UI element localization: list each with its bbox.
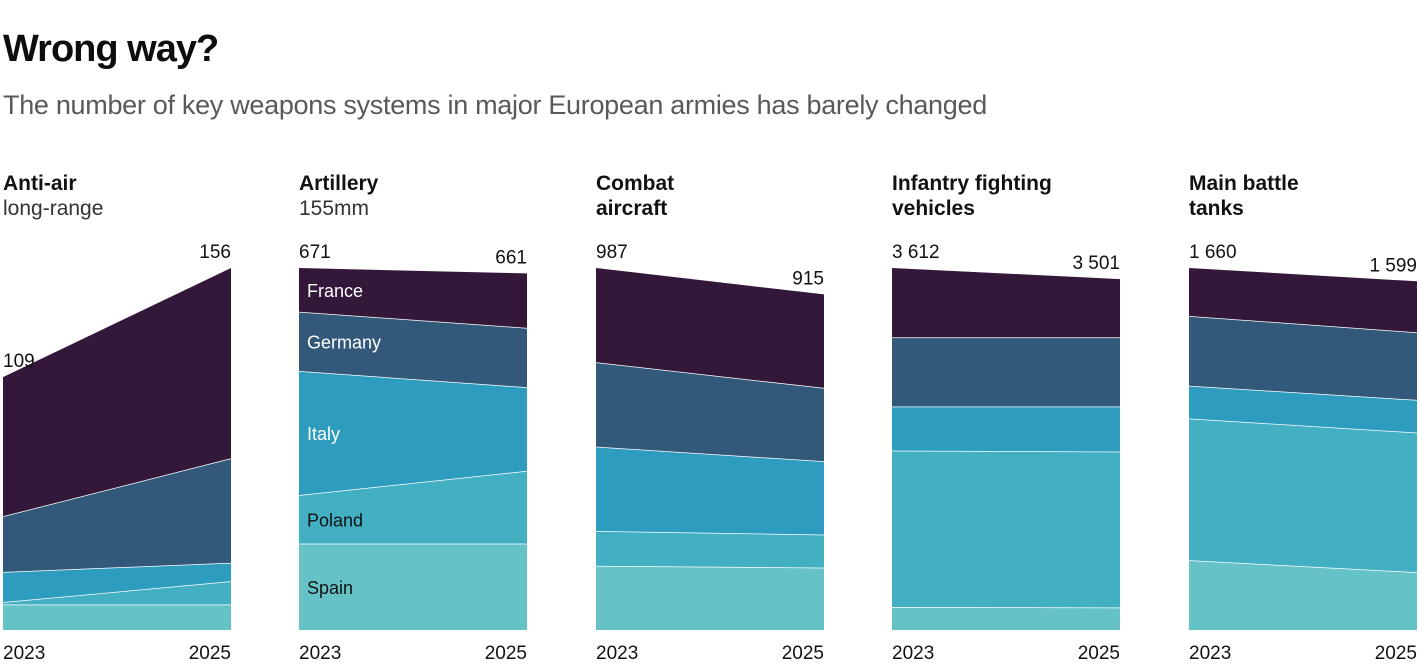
total-label-2023: 1 660 [1189, 242, 1237, 263]
total-label-2025: 661 [495, 247, 527, 268]
panel-header-artillery: Artillery 155mm [299, 171, 529, 221]
series-label-spain: Spain [307, 578, 353, 598]
total-label-2025: 3 501 [1072, 253, 1120, 274]
panel-subtitle: long-range [3, 197, 104, 220]
x-tick-label: 2023 [1189, 643, 1231, 664]
area-poland [892, 450, 1120, 608]
panel-4: 1 660 1 599 2023 2025 [1188, 242, 1418, 664]
x-tick-label: 2025 [1078, 643, 1120, 664]
area-italy [596, 446, 824, 535]
total-label-2025: 156 [199, 242, 231, 263]
area-germany [3, 458, 231, 572]
panel-title: Combat [596, 172, 675, 195]
total-label-2025: 1 599 [1369, 255, 1417, 276]
x-tick-label: 2023 [3, 643, 45, 664]
x-tick-label: 2025 [1375, 643, 1417, 664]
area-italy [1189, 385, 1417, 433]
area-germany [596, 362, 824, 462]
panel-title: Infantry fighting [892, 172, 1052, 195]
panel-header-infantry-fighting-vehicles: Infantry fighting vehicles [892, 171, 1122, 221]
area-spain [299, 543, 527, 630]
panel-2: 987 915 2023 2025 [595, 242, 825, 664]
panel-title-line2: tanks [1189, 197, 1244, 220]
area-france [596, 268, 824, 388]
panel-header-main-battle-tanks: Main battle tanks [1189, 171, 1419, 221]
chart-subtitle: The number of key weapons systems in maj… [3, 90, 987, 120]
area-germany [299, 311, 527, 388]
panel-0: 109 156 2023 2025 [2, 242, 232, 664]
area-poland [596, 530, 824, 568]
area-poland [1189, 418, 1417, 573]
x-tick-label: 2025 [485, 643, 527, 664]
total-label-2023: 3 612 [892, 242, 940, 263]
x-tick-label: 2025 [189, 643, 231, 664]
area-italy [892, 406, 1120, 452]
total-label-2023: 109 [3, 351, 35, 372]
panel-title-line2: vehicles [892, 197, 975, 220]
area-spain [1189, 560, 1417, 630]
total-label-2025: 915 [792, 268, 824, 289]
area-germany [1189, 315, 1417, 400]
panel-subtitle: 155mm [299, 197, 370, 220]
panel-title-line2: aircraft [596, 197, 668, 220]
area-france [1189, 268, 1417, 333]
area-spain [596, 565, 824, 630]
series-label-poland: Poland [307, 510, 363, 530]
x-tick-label: 2023 [596, 643, 638, 664]
area-spain [892, 606, 1120, 630]
series-label-france: France [307, 281, 363, 301]
panel-title: Main battle [1189, 172, 1299, 195]
series-label-italy: Italy [307, 424, 340, 444]
area-poland [299, 470, 527, 544]
panel-title: Anti-air [3, 172, 77, 195]
total-label-2023: 671 [299, 242, 331, 263]
series-label-germany: Germany [307, 332, 381, 352]
total-label-2023: 987 [596, 242, 628, 263]
area-france [3, 268, 231, 517]
area-france [299, 268, 527, 328]
panel-3: 3 612 3 501 2023 2025 [891, 242, 1121, 664]
panel-header-combat-aircraft: Combat aircraft [596, 171, 826, 221]
x-tick-label: 2023 [892, 643, 934, 664]
area-italy [299, 371, 527, 496]
panel-title: Artillery [299, 172, 379, 195]
panel-1: Spain Poland Italy Germany France 671 661 2023 2… [298, 242, 528, 664]
area-italy [3, 562, 231, 603]
chart-title: Wrong way? [3, 28, 219, 70]
area-germany [892, 337, 1120, 407]
area-france [892, 268, 1120, 338]
x-tick-label: 2025 [782, 643, 824, 664]
panel-header-anti-air: Anti-air long-range [3, 171, 233, 221]
x-tick-label: 2023 [299, 643, 341, 664]
area-spain [3, 604, 231, 630]
